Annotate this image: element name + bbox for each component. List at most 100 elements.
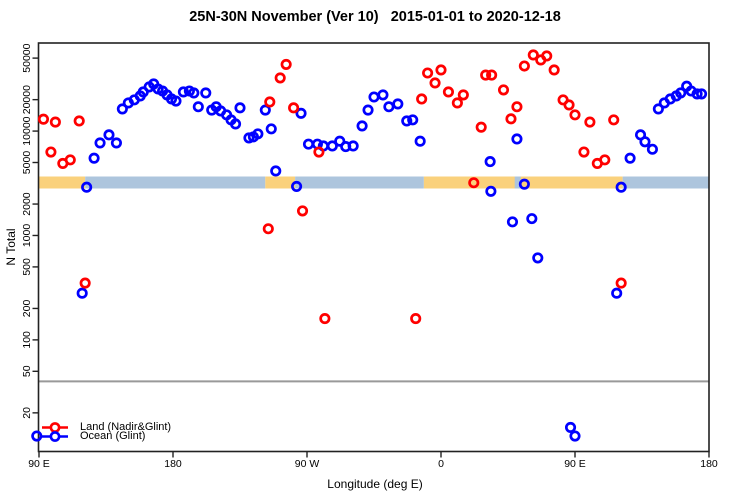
surface-band-segment-ocean [85,176,266,189]
data-point-land [45,146,57,158]
surface-band-segment-land [423,176,623,189]
data-point-land [416,93,428,105]
data-point-ocean [414,135,426,147]
data-point-ocean [362,104,374,116]
data-point-ocean [229,118,242,130]
data-point-land [569,109,581,121]
data-point-ocean [401,115,413,127]
data-point-ocean [392,98,404,110]
data-point-land [486,69,498,81]
legend-item-land: Land (Nadir&Glint) [41,422,171,433]
data-point-ocean [81,181,93,193]
legend-item-ocean: Ocean (Glint) [41,430,171,442]
legend: Land (Nadir&Glint) Ocean (Glint) [41,422,171,442]
y-tick-label: 50 [21,365,33,377]
data-point-ocean [506,216,519,228]
surface-band-segment-ocean [514,176,521,189]
data-point-ocean [302,138,315,150]
data-point-ocean [526,213,538,225]
surface-band-segment-ocean [295,176,424,189]
data-point-ocean [511,133,523,145]
data-point-land [422,67,434,79]
legend-label-ocean: Ocean (Glint) [80,430,146,442]
land-series-symbol-icon [42,422,68,433]
y-tick-label: 500 [21,258,33,276]
data-point-ocean [270,165,282,177]
data-point-ocean [624,152,636,164]
data-point-ocean [569,430,581,442]
data-point-ocean [291,180,303,192]
data-point-land [79,277,91,289]
data-point-land [608,114,620,126]
data-point-ocean [518,178,530,190]
data-point-ocean [295,107,307,119]
data-point-ocean [31,430,43,442]
data-point-land [518,60,530,72]
data-point-ocean [615,181,627,193]
data-point-ocean [356,120,368,132]
data-point-ocean [675,87,687,99]
data-point-land [410,313,422,325]
data-point-ocean [347,140,359,152]
data-point-land [584,116,596,128]
data-point-land [548,64,560,76]
data-point-ocean [368,91,380,103]
data-point-ocean [334,135,346,147]
x-axis-title: Longitude (deg E) [327,477,423,491]
data-point-land [288,102,300,114]
x-tick-label: 90 W [295,458,320,470]
data-point-land [527,49,539,61]
data-point-land [511,101,523,113]
data-point-ocean [110,137,122,149]
surface-band-segment-ocean [622,176,709,189]
data-point-land [615,277,627,289]
data-point-land [37,113,50,125]
data-point-land [296,205,309,217]
y-tick-label: 100 [21,331,33,349]
data-point-ocean [485,185,497,197]
surface-band-segment-land [39,176,86,189]
data-point-ocean [88,152,100,164]
data-point-ocean [691,88,703,100]
data-point-land [599,154,611,166]
data-point-ocean [116,103,128,115]
x-tick-label: 90 E [564,458,586,470]
x-tick-label: 180 [164,458,182,470]
plot-title: 25N-30N November (Ver 10) 2015-01-01 to … [189,9,561,25]
data-point-land [505,113,517,125]
data-point-land [457,89,469,101]
y-tick-label: 1000 [21,224,33,248]
y-tick-label: 20000 [21,85,33,114]
data-point-ocean [532,252,544,264]
plot-frame [37,42,710,453]
data-point-land [435,64,447,76]
data-point-ocean [200,87,212,99]
data-point-ocean [94,137,106,149]
y-tick-label: 10000 [21,116,33,145]
y-tick-label: 200 [21,300,33,318]
data-point-land [49,116,61,128]
data-point-ocean [652,103,664,115]
data-point-ocean [259,104,271,116]
x-tick-label: 90 E [28,458,50,470]
data-point-land [475,121,487,133]
data-point-land [480,69,492,81]
data-point-land [262,223,274,235]
data-point-ocean [564,421,577,433]
data-point-ocean [265,123,277,135]
data-point-land [578,146,590,158]
data-point-land [264,96,276,108]
data-point-ocean [484,156,496,168]
data-point-ocean [103,129,115,141]
data-point-land [274,72,286,84]
data-point-ocean [192,101,204,113]
data-point-ocean [639,136,651,148]
data-point-ocean [646,143,658,155]
data-point-ocean [252,128,264,140]
data-point-land [442,86,454,98]
ocean-series-symbol-icon [42,431,68,442]
data-point-ocean [377,89,389,101]
data-point-land [563,99,575,111]
data-point-land [451,97,463,109]
